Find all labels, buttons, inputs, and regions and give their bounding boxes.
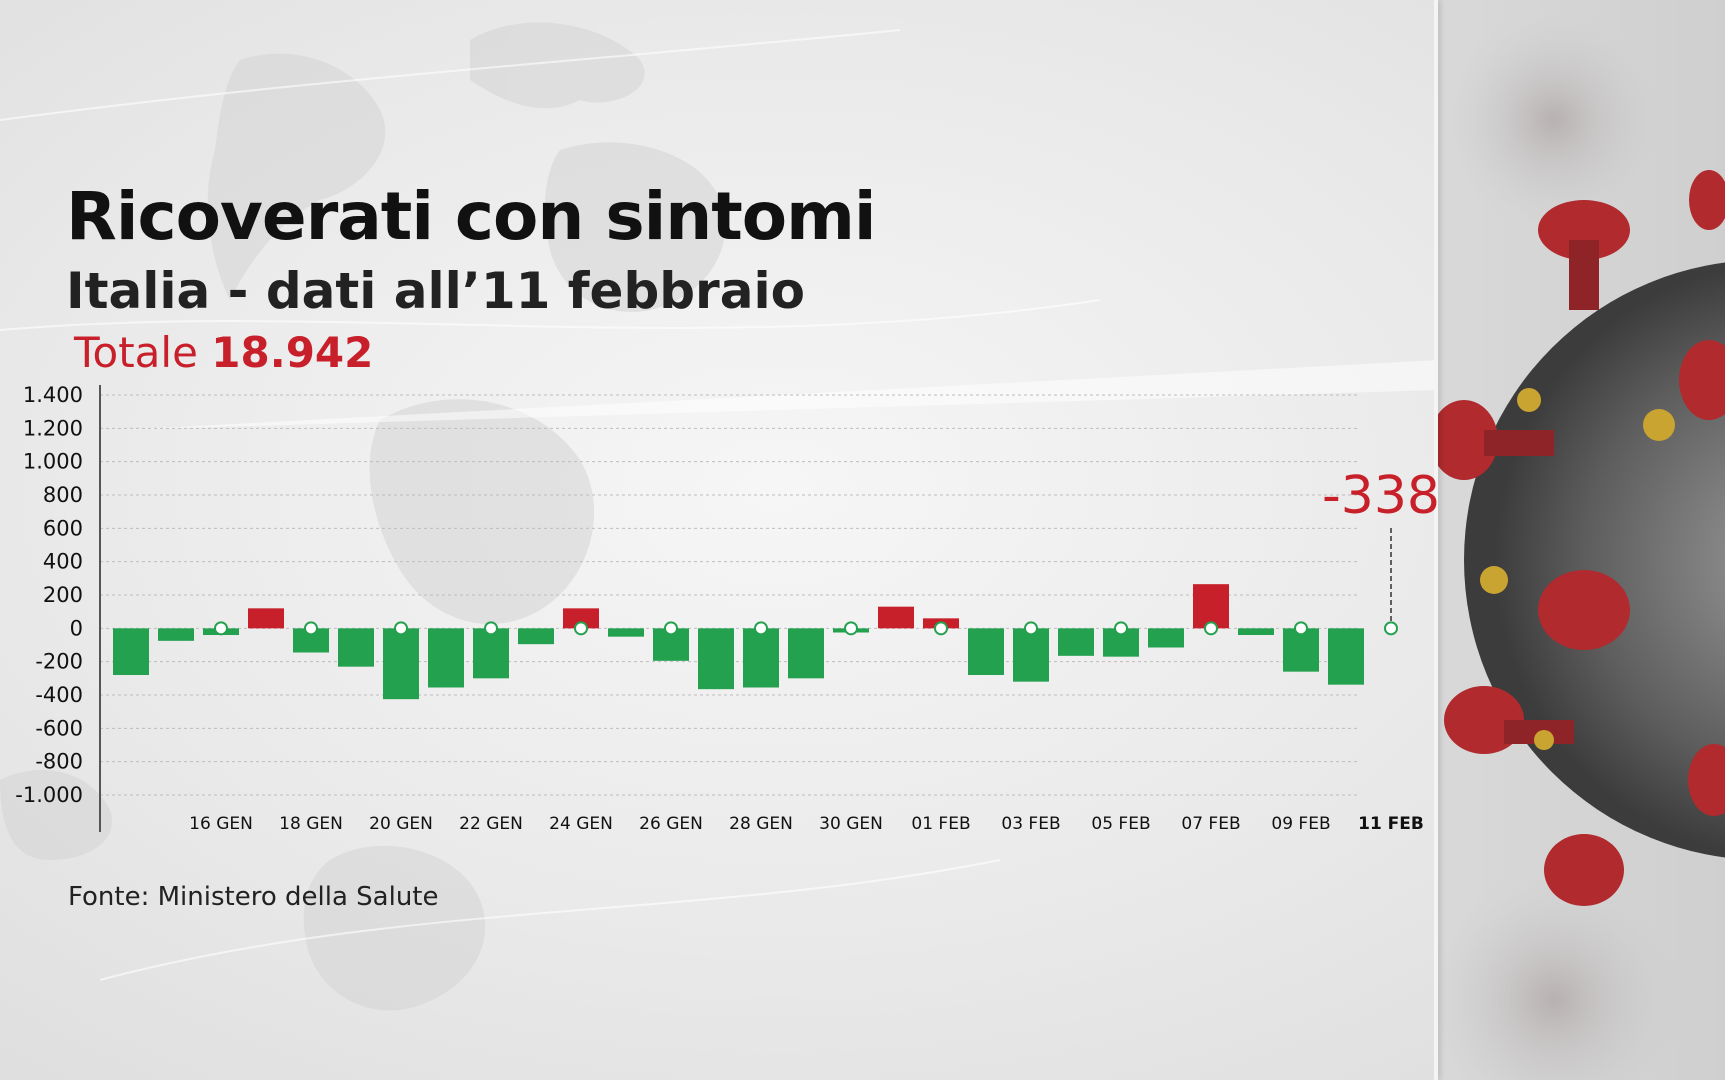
total-line: Totale 18.942 (74, 328, 373, 377)
bar (383, 628, 419, 700)
bar (563, 608, 599, 629)
x-tick-label: 05 FEB (1091, 814, 1150, 834)
x-tick-label: 07 FEB (1181, 814, 1240, 834)
x-tick-label: 22 GEN (459, 814, 523, 834)
y-axis-ticks: 1.400 1.200 1.000 800 600 400 200 0 -200 -400 -600… (15, 383, 83, 807)
bar (608, 628, 644, 637)
tick-marker (574, 621, 588, 636)
bars (113, 584, 1364, 700)
bar (968, 628, 1004, 675)
y-tick-label: -600 (35, 716, 83, 740)
y-tick-label: 600 (43, 516, 83, 540)
x-axis-ticks: 16 GEN 18 GEN 20 GEN 22 GEN 24 GEN 26 GEN 28 G… (189, 621, 1424, 834)
bar (1328, 628, 1364, 685)
total-value: 18.942 (211, 328, 374, 377)
tick-marker (214, 621, 228, 636)
chart-subtitle: Italia - dati all’11 febbraio (66, 262, 805, 320)
panel-divider (1434, 0, 1438, 1080)
y-tick-label: 1.400 (23, 383, 83, 407)
gridlines (100, 394, 1360, 796)
bar (113, 628, 149, 675)
y-tick-label: -1.000 (15, 783, 83, 807)
x-tick-label: 01 FEB (911, 814, 970, 834)
bar-chart: 1.400 1.200 1.000 800 600 400 200 0 -200 -400 -600… (15, 383, 1440, 834)
bar (518, 628, 554, 645)
y-tick-label: 200 (43, 583, 83, 607)
bar (1193, 584, 1229, 629)
bar (158, 628, 194, 641)
bar (473, 628, 509, 679)
x-tick-label: 09 FEB (1271, 814, 1330, 834)
x-tick-label: 18 GEN (279, 814, 343, 834)
highlight-value-label: -338 (1322, 466, 1440, 526)
y-tick-label: 800 (43, 483, 83, 507)
y-tick-label: 0 (70, 616, 83, 640)
bar (1058, 628, 1094, 656)
bar (743, 628, 779, 688)
bar (1013, 628, 1049, 682)
x-tick-label: 20 GEN (369, 814, 433, 834)
x-tick-label: 26 GEN (639, 814, 703, 834)
tick-marker (664, 621, 678, 636)
x-tick-label: 30 GEN (819, 814, 883, 834)
tick-marker (1294, 621, 1308, 636)
x-tick-label: 03 FEB (1001, 814, 1060, 834)
y-tick-label: -200 (35, 650, 83, 674)
bar (788, 628, 824, 679)
x-tick-label: 28 GEN (729, 814, 793, 834)
y-tick-label: 1.200 (23, 416, 83, 440)
tick-marker (304, 621, 318, 636)
bar (1283, 628, 1319, 672)
total-label: Totale (74, 328, 198, 377)
source-note: Fonte: Ministero della Salute (68, 882, 439, 912)
y-tick-label: -800 (35, 750, 83, 774)
tick-marker (1024, 621, 1038, 636)
bar (1148, 628, 1184, 648)
tick-marker (1114, 621, 1128, 636)
tick-marker (394, 621, 408, 636)
y-tick-label: 1.000 (23, 450, 83, 474)
tick-marker (844, 621, 858, 636)
x-tick-label: 16 GEN (189, 814, 253, 834)
y-tick-label: 400 (43, 550, 83, 574)
tick-marker (754, 621, 768, 636)
chart-title: Ricoverati con sintomi (66, 178, 877, 255)
bar (248, 608, 284, 629)
tick-marker (1384, 621, 1398, 636)
x-tick-label: 11 FEB (1358, 814, 1424, 834)
bar (878, 606, 914, 629)
bar (698, 628, 734, 690)
tick-marker (1204, 621, 1218, 636)
tick-marker (934, 621, 948, 636)
bar (338, 628, 374, 667)
bar (1238, 628, 1274, 635)
bar (428, 628, 464, 688)
x-tick-label: 24 GEN (549, 814, 613, 834)
y-tick-label: -400 (35, 683, 83, 707)
tick-marker (484, 621, 498, 636)
virus-image-panel (1434, 0, 1725, 1080)
virus-illustration (1434, 10, 1725, 1080)
